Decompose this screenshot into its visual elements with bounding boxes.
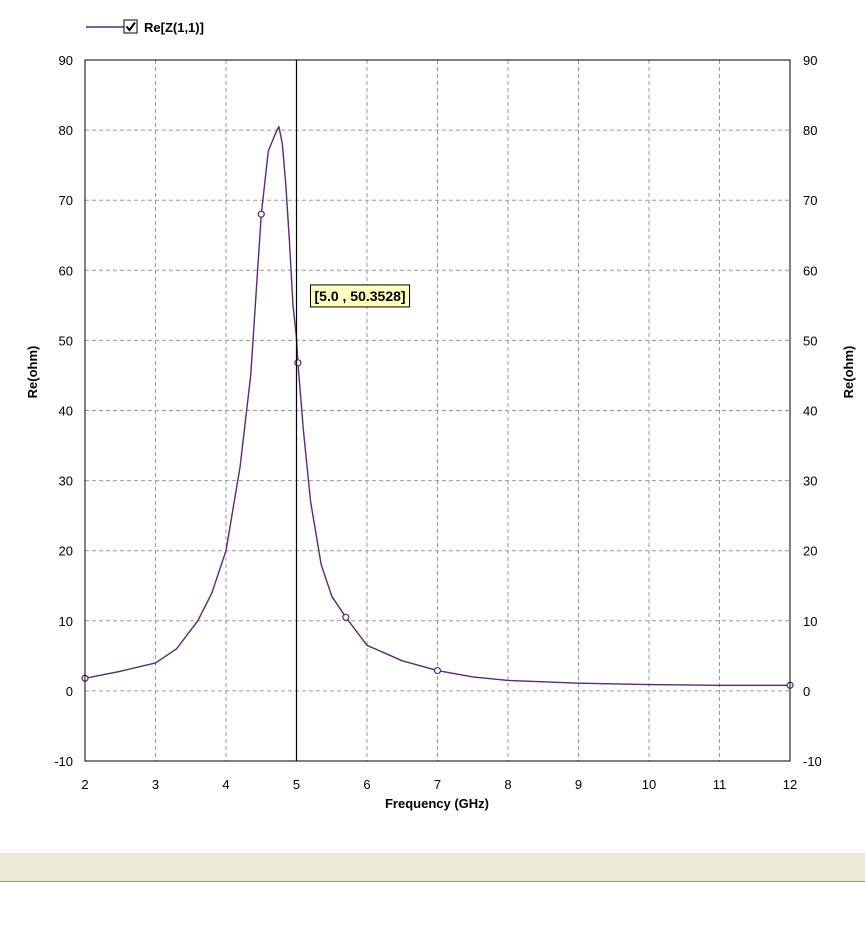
- y-tick-label-left: 80: [59, 123, 73, 138]
- y-tick-label-right: 70: [803, 193, 817, 208]
- data-point: [257, 210, 265, 218]
- y-tick-label-right: 0: [803, 684, 810, 699]
- data-point: [342, 613, 350, 621]
- y-tick-label-right: 90: [803, 53, 817, 68]
- data-point: [433, 666, 442, 675]
- x-tick-label: 3: [152, 777, 159, 792]
- status-bar: [0, 853, 865, 882]
- y-axis-title-right: Re(ohm): [841, 346, 856, 399]
- x-tick-label: 8: [504, 777, 511, 792]
- y-tick-label-right: 10: [803, 614, 817, 629]
- y-tick-label-right: 60: [803, 263, 817, 278]
- ticks: 2 3 4 5 6 7 8 9 10 11 12 -10 -10 0 0 10 10 20 20 30 30 40 40 50…: [54, 53, 822, 792]
- plot-frame: [84, 59, 791, 762]
- y-tick-label-left: 10: [59, 614, 73, 629]
- x-tick-label: 9: [575, 777, 582, 792]
- chart: 2 3 4 5 6 7 8 9 10 11 12 -10 -10 0 0 10 10 20 20 30 30 40 40 50…: [25, 19, 856, 811]
- x-tick-label: 6: [363, 777, 370, 792]
- y-tick-label-right: 50: [803, 333, 817, 348]
- y-tick-label-left: 40: [59, 404, 73, 419]
- x-tick-label: 5: [293, 777, 300, 792]
- data-point: [294, 359, 302, 367]
- y-tick-label-left: -10: [54, 754, 73, 769]
- series-line: [84, 125, 790, 686]
- y-tick-label-left: 60: [59, 263, 73, 278]
- y-tick-label-left: 90: [59, 53, 73, 68]
- x-tick-label: 7: [434, 777, 441, 792]
- y-tick-label-right: 40: [803, 404, 817, 419]
- x-axis-title: Frequency (GHz): [385, 796, 489, 811]
- y-tick-label-left: 0: [66, 684, 73, 699]
- x-tick-label: 2: [81, 777, 88, 792]
- legend[interactable]: Re[Z(1,1)]: [86, 19, 204, 35]
- x-tick-label: 4: [222, 777, 229, 792]
- legend-label: Re[Z(1,1)]: [144, 20, 204, 35]
- cursor-tooltip-box: [310, 284, 411, 308]
- y-tick-label-left: 30: [59, 474, 73, 489]
- y-tick-label-right: 30: [803, 474, 817, 489]
- y-tick-label-left: 70: [59, 193, 73, 208]
- series-layer: [84, 125, 790, 686]
- cursor-tooltip-label: [5.0 , 50.3528]: [315, 288, 406, 304]
- y-tick-label-left: 50: [59, 333, 73, 348]
- y-axis-title-left: Re(ohm): [25, 346, 40, 399]
- y-tick-label-right: 20: [803, 544, 817, 559]
- y-tick-label-right: 80: [803, 123, 817, 138]
- cursor-tooltip: [5.0 , 50.3528]: [310, 284, 411, 308]
- legend-checkbox[interactable]: [123, 19, 138, 34]
- y-tick-label-right: -10: [803, 754, 822, 769]
- checkmark-icon: [125, 21, 136, 32]
- x-tick-label: 10: [642, 777, 656, 792]
- x-tick-label: 11: [713, 777, 727, 792]
- y-tick-label-left: 20: [59, 544, 73, 559]
- x-tick-label: 12: [783, 777, 797, 792]
